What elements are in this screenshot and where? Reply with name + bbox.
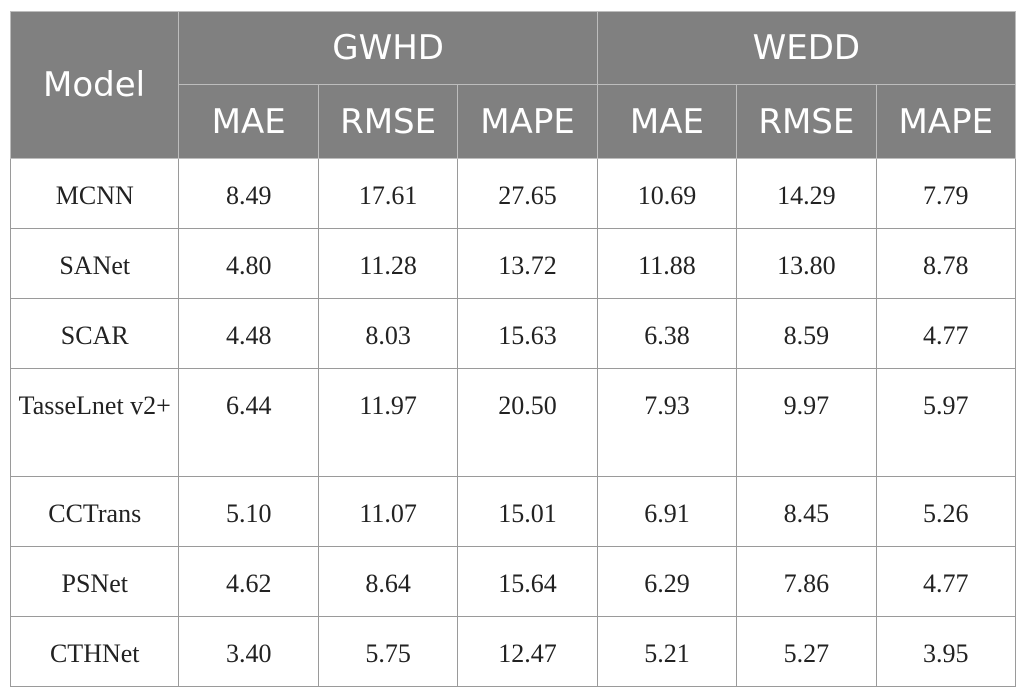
value-cell: 5.21 <box>596 616 738 687</box>
value-cell: 27.65 <box>457 158 598 229</box>
value-cell: 6.44 <box>178 368 319 477</box>
model-column-header: Model <box>9 11 180 159</box>
value-cell: 4.48 <box>178 298 319 369</box>
metric-header-gwhd-rmse: RMSE <box>317 84 459 159</box>
group-header-gwhd: GWHD <box>178 11 598 85</box>
value-cell: 3.95 <box>875 616 1017 687</box>
value-cell: 5.75 <box>317 616 459 687</box>
value-cell: 15.01 <box>457 476 598 547</box>
model-name-cell: CTHNet <box>9 616 180 687</box>
value-cell: 4.77 <box>875 298 1017 369</box>
value-cell: 8.49 <box>178 158 319 229</box>
value-cell: 11.28 <box>317 228 459 299</box>
model-name-cell: CCTrans <box>9 476 180 547</box>
value-cell: 14.29 <box>736 158 877 229</box>
value-cell: 6.38 <box>596 298 738 369</box>
group-header-wedd: WEDD <box>596 11 1017 85</box>
value-cell: 15.64 <box>457 546 598 617</box>
value-cell: 8.78 <box>875 228 1017 299</box>
model-name-cell: TasseLnet v2+ <box>9 368 180 477</box>
value-cell: 8.45 <box>736 476 877 547</box>
value-cell: 11.07 <box>317 476 459 547</box>
model-name-cell: MCNN <box>9 158 180 229</box>
metric-header-wedd-mae: MAE <box>596 84 738 159</box>
value-cell: 5.27 <box>736 616 877 687</box>
table-row: SANet 4.80 11.28 13.72 11.88 13.80 8.78 <box>9 228 1017 299</box>
metric-header-gwhd-mae: MAE <box>178 84 319 159</box>
table-row: CTHNet 3.40 5.75 12.47 5.21 5.27 3.95 <box>9 616 1017 687</box>
value-cell: 17.61 <box>317 158 459 229</box>
table-row: TasseLnet v2+ 6.44 11.97 20.50 7.93 9.97… <box>9 368 1017 477</box>
value-cell: 20.50 <box>457 368 598 477</box>
table-row: PSNet 4.62 8.64 15.64 6.29 7.86 4.77 <box>9 546 1017 617</box>
value-cell: 8.64 <box>317 546 459 617</box>
table-row: SCAR 4.48 8.03 15.63 6.38 8.59 4.77 <box>9 298 1017 369</box>
model-name-cell: SANet <box>9 228 180 299</box>
value-cell: 7.93 <box>596 368 738 477</box>
value-cell: 4.80 <box>178 228 319 299</box>
value-cell: 15.63 <box>457 298 598 369</box>
model-name-cell: PSNet <box>9 546 180 617</box>
table-header: Model GWHD WEDD MAE RMSE MAPE MAE RMSE M… <box>9 11 1017 159</box>
value-cell: 13.72 <box>457 228 598 299</box>
metric-header-gwhd-mape: MAPE <box>457 84 598 159</box>
value-cell: 7.79 <box>875 158 1017 229</box>
value-cell: 5.10 <box>178 476 319 547</box>
metric-header-wedd-mape: MAPE <box>875 84 1017 159</box>
value-cell: 4.77 <box>875 546 1017 617</box>
value-cell: 9.97 <box>736 368 877 477</box>
value-cell: 3.40 <box>178 616 319 687</box>
value-cell: 8.03 <box>317 298 459 369</box>
table-row: MCNN 8.49 17.61 27.65 10.69 14.29 7.79 <box>9 158 1017 229</box>
value-cell: 13.80 <box>736 228 877 299</box>
value-cell: 10.69 <box>596 158 738 229</box>
model-name-cell: SCAR <box>9 298 180 369</box>
results-table-container: Model GWHD WEDD MAE RMSE MAPE MAE RMSE M… <box>9 11 1017 687</box>
value-cell: 7.86 <box>736 546 877 617</box>
value-cell: 6.91 <box>596 476 738 547</box>
value-cell: 11.88 <box>596 228 738 299</box>
table-body: MCNN 8.49 17.61 27.65 10.69 14.29 7.79 S… <box>9 158 1017 687</box>
value-cell: 8.59 <box>736 298 877 369</box>
value-cell: 5.26 <box>875 476 1017 547</box>
value-cell: 4.62 <box>178 546 319 617</box>
results-table: Model GWHD WEDD MAE RMSE MAPE MAE RMSE M… <box>9 11 1017 687</box>
value-cell: 12.47 <box>457 616 598 687</box>
value-cell: 11.97 <box>317 368 459 477</box>
table-row: CCTrans 5.10 11.07 15.01 6.91 8.45 5.26 <box>9 476 1017 547</box>
metric-header-wedd-rmse: RMSE <box>736 84 877 159</box>
value-cell: 5.97 <box>875 368 1017 477</box>
value-cell: 6.29 <box>596 546 738 617</box>
